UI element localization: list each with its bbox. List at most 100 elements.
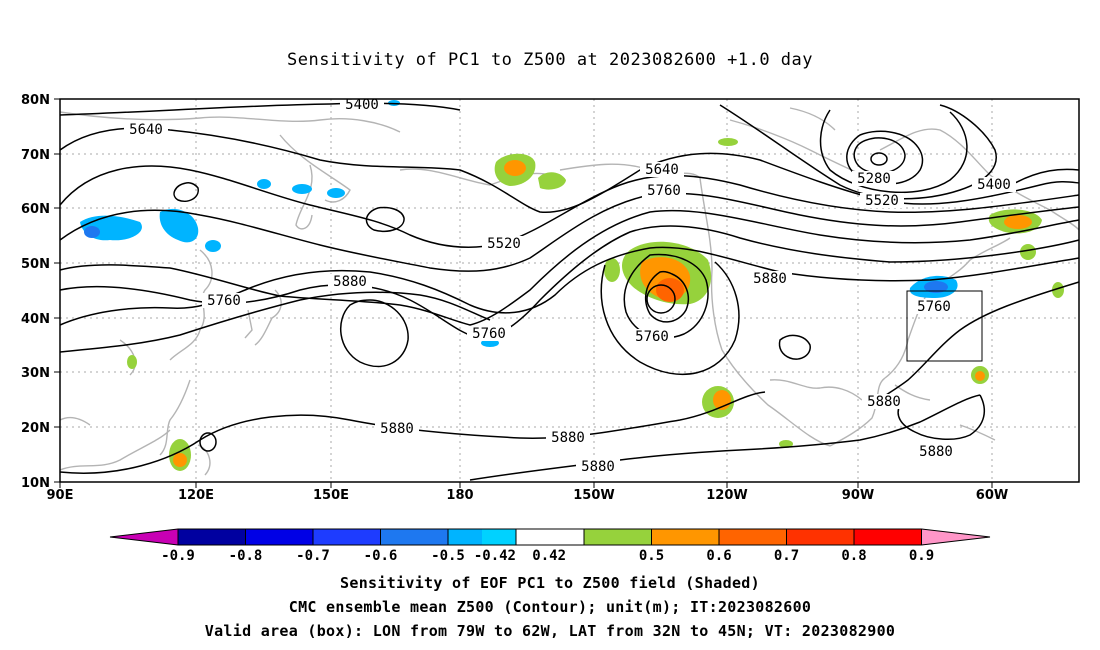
positive-core-atl-3	[975, 371, 985, 381]
negative-blob-6	[327, 188, 345, 198]
contour-label: 5760	[642, 183, 686, 199]
positive-blob-alaska-2	[538, 172, 566, 190]
contour-label: 5880	[328, 274, 372, 290]
lat-tick-label: 20N	[21, 421, 50, 436]
colorbar-swatch	[448, 529, 482, 545]
lat-tick-label: 50N	[21, 257, 50, 272]
colorbar-swatch	[786, 529, 854, 545]
colorbar-swatch	[719, 529, 787, 545]
footer-line-contour: CMC ensemble mean Z500 (Contour); unit(m…	[288, 598, 812, 616]
colorbar-low-arrow	[110, 529, 178, 545]
lon-tick-labels: 90E 120E 150E 180 150W 120W 90W 60W	[47, 488, 1009, 503]
contour-label: 5760	[912, 299, 956, 315]
negative-blob-2	[159, 208, 199, 243]
negative-blob-5	[292, 184, 312, 194]
colorbar-label: -0.7	[296, 548, 330, 564]
positive-blob-caribbean	[779, 440, 793, 448]
contour-label: 5760	[467, 326, 511, 342]
lon-tick-label: 90E	[47, 488, 74, 503]
svg-text:5880: 5880	[919, 444, 953, 460]
svg-text:5880: 5880	[380, 421, 414, 437]
colorbar-label: 0.42	[532, 548, 566, 564]
svg-text:5880: 5880	[581, 459, 615, 475]
colorbar-swatch	[313, 529, 381, 545]
lat-tick-label: 30N	[21, 366, 50, 381]
colorbar-swatch	[245, 529, 313, 545]
colorbar-label: -0.5	[431, 548, 465, 564]
contour-label: 5520	[860, 193, 904, 209]
svg-text:5760: 5760	[472, 326, 506, 342]
footer-line-shaded: Sensitivity of EOF PC1 to Z500 field (Sh…	[340, 574, 760, 592]
colorbar-label: 0.5	[639, 548, 664, 564]
colorbar-label: 0.7	[774, 548, 799, 564]
negative-blob-4	[257, 179, 271, 189]
axis-ticks	[54, 98, 993, 488]
colorbar-label: -0.9	[161, 548, 195, 564]
contour-label: 5760	[630, 329, 674, 345]
lon-tick-label: 120E	[178, 488, 214, 503]
lat-tick-label: 70N	[21, 148, 50, 163]
lat-tick-label: 60N	[21, 202, 50, 217]
lon-tick-label: 150E	[313, 488, 349, 503]
lat-tick-labels: 80N 70N 60N 50N 40N 30N 20N 10N	[21, 93, 50, 491]
lat-tick-label: 40N	[21, 312, 50, 327]
colorbar-swatch	[178, 529, 246, 545]
contour-label: 5400	[340, 97, 384, 113]
contour-label: 5880	[914, 444, 958, 460]
colorbar-label: -0.8	[229, 548, 263, 564]
positive-core-atlantic	[1004, 215, 1032, 229]
figure-title: Sensitivity of PC1 to Z500 at 2023082600…	[286, 50, 813, 70]
footer-line-valid-area: Valid area (box): LON from 79W to 62W, L…	[204, 622, 896, 640]
colorbar-label: 0.9	[909, 548, 934, 564]
contour-label: 5400	[972, 177, 1016, 193]
svg-text:5880: 5880	[753, 271, 787, 287]
contour-label: 5280	[852, 171, 896, 187]
negative-core-1	[84, 226, 100, 238]
lon-tick-label: 120W	[706, 488, 747, 503]
colorbar-label: 0.8	[841, 548, 866, 564]
positive-core-phil	[173, 453, 187, 467]
valid-area-box	[906, 290, 983, 362]
contour-label: 5880	[375, 421, 419, 437]
svg-text:5640: 5640	[645, 162, 679, 178]
colorbar-swatch	[651, 529, 719, 545]
svg-text:5280: 5280	[857, 171, 891, 187]
lon-tick-label: 90W	[842, 488, 874, 503]
lon-tick-label: 180	[446, 488, 473, 503]
positive-blob-atl-2	[1020, 244, 1036, 260]
contour-label: 5880	[576, 459, 620, 475]
svg-text:5640: 5640	[129, 122, 163, 138]
positive-blob-atl-4	[1052, 282, 1064, 298]
contour-label: 5760	[202, 293, 246, 309]
svg-text:5520: 5520	[865, 193, 899, 209]
map-border	[59, 98, 1080, 483]
contour-label: 5640	[640, 162, 684, 178]
colorbar-swatch	[380, 529, 448, 545]
svg-text:5400: 5400	[345, 97, 379, 113]
svg-text:5520: 5520	[487, 236, 521, 252]
svg-text:5760: 5760	[207, 293, 241, 309]
svg-text:5880: 5880	[551, 430, 585, 446]
positive-blob-scs	[127, 355, 137, 369]
colorbar-swatch	[482, 529, 516, 545]
contour-label: 5880	[862, 394, 906, 410]
svg-text:5400: 5400	[977, 177, 1011, 193]
negative-blob-3	[205, 240, 221, 252]
colorbar-swatch	[584, 529, 652, 545]
svg-text:5760: 5760	[917, 299, 951, 315]
svg-text:5760: 5760	[647, 183, 681, 199]
lon-tick-label: 150W	[573, 488, 614, 503]
colorbar-swatch	[854, 529, 922, 545]
colorbar-label: -0.6	[364, 548, 398, 564]
positive-core-alaska	[504, 160, 526, 176]
lat-tick-label: 10N	[21, 476, 50, 491]
lat-tick-label: 80N	[21, 93, 50, 108]
contour-label: 5640	[124, 122, 168, 138]
negative-core-east	[924, 281, 948, 293]
positive-core-pacific	[656, 278, 684, 302]
colorbar-label: 0.6	[706, 548, 731, 564]
contour-label: 5520	[482, 236, 526, 252]
svg-text:5880: 5880	[867, 394, 901, 410]
colorbar-high-arrow	[921, 529, 990, 545]
